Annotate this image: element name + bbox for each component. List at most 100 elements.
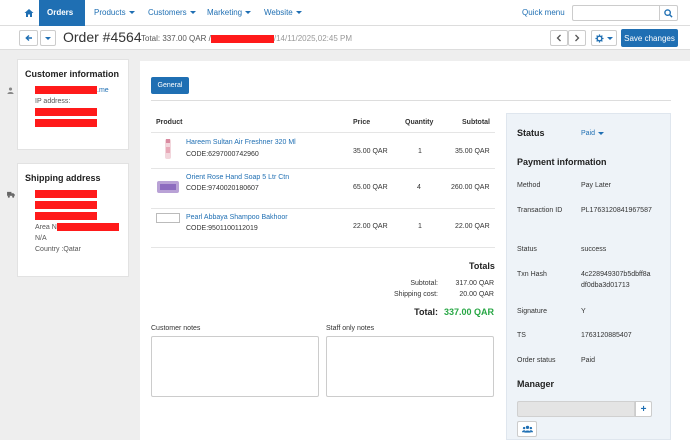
- customer-email[interactable]: .me: [7, 85, 128, 96]
- product-price: 35.00 QAR: [353, 148, 388, 155]
- manager-select[interactable]: [517, 401, 635, 417]
- nav-products[interactable]: Products: [86, 0, 143, 26]
- product-quantity: 4: [417, 184, 421, 191]
- redacted-block: [35, 212, 97, 221]
- redacted-block: [35, 119, 97, 128]
- chevron-down-icon: [45, 36, 51, 40]
- product-quantity: 1: [418, 148, 422, 155]
- search-input[interactable]: [572, 5, 660, 21]
- col-header-subtotal: Subtotal: [462, 119, 490, 126]
- next-order-button[interactable]: [568, 30, 586, 46]
- product-thumbnail: [165, 139, 171, 159]
- payment-method-label: Method: [517, 182, 541, 189]
- shipping-address-card: Shipping address Area N N/A Country :Qat…: [7, 163, 129, 277]
- product-price: 65.00 QAR: [353, 184, 388, 191]
- status-dropdown[interactable]: Paid: [581, 130, 605, 137]
- staff-notes-textarea[interactable]: [326, 336, 494, 397]
- manager-users-button[interactable]: [517, 421, 537, 437]
- user-icon: [7, 87, 14, 94]
- subtotal-value: 317.00 QAR: [455, 280, 494, 287]
- order-status-label: Order status: [517, 357, 556, 364]
- txn-hash-value-line1: 4c228949307b5dbff8a: [581, 271, 651, 278]
- chevron-down-icon: [245, 11, 252, 15]
- redacted-block: [35, 108, 97, 117]
- txn-hash-value-line2: df0dba3d01713: [581, 282, 630, 289]
- shipping-cost-label: Shipping cost:: [394, 291, 438, 298]
- staff-notes-label: Staff only notes: [326, 325, 375, 332]
- chevron-down-icon: [598, 131, 605, 135]
- product-code: CODE:9501100112019: [186, 225, 258, 232]
- plus-icon: +: [640, 403, 647, 415]
- redacted-block: [35, 86, 97, 95]
- product-link[interactable]: Pearl Abbaya Shampoo Bakhoor: [186, 214, 288, 221]
- product-subtotal: 22.00 QAR: [455, 223, 490, 230]
- gear-icon: [595, 33, 604, 43]
- order-menu-dropdown[interactable]: [40, 30, 56, 46]
- col-header-product: Product: [156, 119, 183, 126]
- product-link[interactable]: Orient Rose Hand Soap 5 Ltr Ctn: [186, 174, 290, 181]
- product-thumbnail: [156, 213, 180, 223]
- table-divider: [151, 132, 495, 133]
- arrow-left-icon: [24, 34, 32, 42]
- save-changes-button[interactable]: Save changes: [621, 29, 678, 47]
- page-title: Order #4564: [63, 29, 142, 45]
- customer-info-heading: Customer information: [25, 69, 120, 79]
- nav-website[interactable]: Website: [256, 0, 310, 26]
- product-link[interactable]: Hareem Sultan Air Freshner 320 Ml: [186, 139, 296, 146]
- payment-method-value: Pay Later: [581, 182, 611, 189]
- customer-notes-textarea[interactable]: [151, 336, 319, 397]
- search-icon: [664, 8, 673, 18]
- chevron-down-icon: [295, 11, 302, 15]
- product-code: CODE:6297000742960: [186, 151, 259, 158]
- shipping-area: Area N: [18, 222, 128, 233]
- transaction-id-label: Transaction ID: [517, 207, 563, 214]
- shipping-country: Country :Qatar: [35, 246, 81, 253]
- tab-divider: [151, 100, 671, 101]
- nav-orders[interactable]: Orders: [39, 0, 85, 41]
- product-code: CODE:9740020180607: [186, 185, 259, 192]
- payment-status-label: Status: [517, 246, 537, 253]
- chevron-right-icon: [575, 34, 580, 42]
- manager-heading: Manager: [517, 379, 555, 389]
- ts-value: 1763120885407: [581, 332, 632, 339]
- home-icon: [24, 9, 33, 17]
- payment-info-heading: Payment information: [517, 157, 607, 167]
- shipping-address-heading: Shipping address: [25, 173, 101, 183]
- chevron-left-icon: [556, 34, 561, 42]
- table-divider: [151, 208, 495, 209]
- redacted-block: [210, 34, 274, 43]
- tab-general[interactable]: General: [151, 77, 189, 94]
- signature-value: Y: [581, 308, 586, 315]
- product-subtotal: 35.00 QAR: [455, 148, 490, 155]
- prev-order-button[interactable]: [550, 30, 568, 46]
- customer-extra: [18, 118, 128, 129]
- status-heading: Status: [517, 128, 545, 138]
- truck-icon: [7, 191, 15, 198]
- order-summary: Total: 337.00 QAR //14/11/2025,02:45 PM: [141, 34, 352, 43]
- ts-label: TS: [517, 332, 526, 339]
- product-quantity: 1: [418, 223, 422, 230]
- redacted-block: [35, 190, 97, 199]
- quick-menu-link[interactable]: Quick menu: [522, 8, 565, 17]
- search-button[interactable]: [660, 5, 678, 21]
- grand-total-value: 337.00 QAR: [443, 307, 494, 317]
- ip-address-value: [18, 107, 128, 118]
- settings-dropdown[interactable]: [591, 30, 617, 46]
- product-price: 22.00 QAR: [353, 223, 388, 230]
- shipping-cost-value: 20.00 QAR: [459, 291, 494, 298]
- nav-marketing[interactable]: Marketing: [199, 0, 259, 26]
- nav-customers[interactable]: Customers: [140, 0, 204, 26]
- back-button[interactable]: [19, 30, 38, 46]
- add-manager-button[interactable]: +: [635, 401, 652, 417]
- top-navbar: Orders Products Customers Marketing Webs…: [0, 0, 690, 41]
- chevron-down-icon: [128, 11, 135, 15]
- table-divider: [151, 247, 495, 248]
- customer-notes-label: Customer notes: [151, 325, 201, 332]
- shipping-line: [18, 200, 128, 211]
- product-thumbnail: [157, 181, 179, 193]
- shipping-na: N/A: [35, 235, 47, 242]
- col-header-quantity: Quantity: [405, 119, 434, 126]
- chevron-down-icon: [189, 11, 196, 15]
- home-button[interactable]: [18, 0, 39, 26]
- shipping-name: [7, 189, 128, 200]
